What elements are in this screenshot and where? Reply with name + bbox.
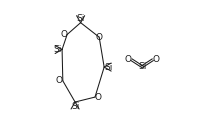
Text: O: O (60, 30, 67, 39)
Text: O: O (124, 55, 132, 64)
Text: O: O (95, 93, 102, 102)
Text: Si: Si (76, 14, 85, 23)
Text: O: O (153, 55, 160, 64)
Text: Si: Si (71, 102, 79, 111)
Text: O: O (56, 76, 63, 85)
Text: Si: Si (54, 45, 62, 54)
Text: Si: Si (104, 63, 112, 72)
Text: O: O (96, 33, 103, 42)
Text: Si: Si (138, 62, 146, 71)
